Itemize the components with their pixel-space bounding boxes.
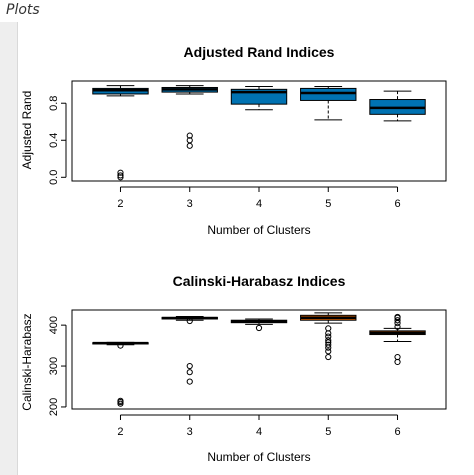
plot-area-adjusted-rand: 0.0 0.4 0.8 2 3 4 5 6 [48,80,447,210]
outlier-point [117,172,124,179]
outlier-point [117,342,124,349]
box-3 [161,85,218,149]
x-tick-label: 4 [256,198,262,210]
chart-panel-adjusted-rand: Adjusted Rand Indices Number of Clusters… [20,44,447,237]
y-tick-label: 300 [48,357,60,375]
y-tick-label: 0.0 [48,170,60,185]
outlier-point [186,369,193,376]
outlier-point [186,317,193,325]
outlier-point [186,362,193,370]
outlier-point [394,317,401,324]
box-2 [92,85,149,181]
box-2 [92,341,149,407]
box-6 [369,90,426,122]
outlier-point [186,132,193,139]
outlier-point [394,358,401,366]
box-5 [300,312,357,361]
outlier-point [186,142,193,149]
chart-title: Calinski-Harabasz Indices [173,273,346,289]
outlier-point [325,333,332,340]
outlier-point [325,353,332,361]
outlier-point [186,378,193,385]
box-5 [300,86,357,121]
x-axis-label: Number of Clusters [207,223,310,237]
chart-panel-calinski-harabasz: Calinski-Harabasz Indices Number of Clus… [20,273,447,464]
plots-pane-header: Plots [0,0,474,22]
plot-frame [71,80,447,182]
outlier-point [117,174,124,181]
outlier-point [186,137,193,144]
outlier-point [117,169,124,176]
outlier-point [394,323,401,330]
y-tick-label: 400 [48,316,60,334]
box-iqr [300,87,357,101]
box-4 [230,86,288,111]
box-3 [161,316,218,385]
x-tick-label: 6 [394,426,400,438]
box-6 [369,313,426,366]
outlier-point [117,397,124,404]
plot-frame [71,309,447,410]
y-axis-label: Calinski-Harabasz [20,313,34,410]
x-axis-label: Number of Clusters [207,450,310,464]
outlier-point [325,330,332,337]
outlier-point [325,341,332,348]
x-tick-label: 3 [187,426,193,438]
y-tick-label: 0.8 [48,96,60,111]
outlier-point [255,324,263,332]
outlier-point [325,344,332,351]
x-tick-label: 6 [394,198,400,210]
outlier-point [394,313,401,321]
outlier-point [325,348,332,355]
x-tick-label: 5 [325,426,331,438]
y-axis-label: Adjusted Rand [20,91,34,170]
x-tick-label: 3 [187,198,193,210]
x-tick-label: 2 [117,198,123,210]
pane-left-gutter [0,22,18,475]
pane-title: Plots [6,2,40,18]
box-4 [230,318,288,332]
plot-area-calinski-harabasz: 200 300 400 2 3 4 5 6 [48,309,447,438]
outlier-point [325,337,332,344]
y-tick-label: 200 [48,398,60,416]
x-tick-label: 4 [256,426,262,438]
x-tick-label: 2 [117,426,123,438]
y-tick-label: 0.4 [48,133,60,148]
chart-title: Adjusted Rand Indices [184,44,335,60]
x-tick-label: 5 [325,198,331,210]
